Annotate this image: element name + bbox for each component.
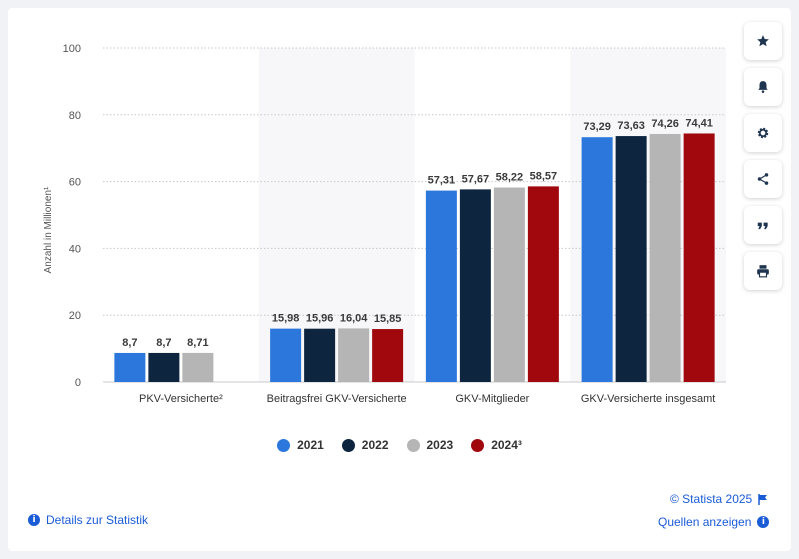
legend-swatch <box>406 438 420 452</box>
quote-icon <box>757 222 768 230</box>
bar <box>338 328 370 382</box>
legend-label: 2021 <box>297 438 324 452</box>
data-label: 8,7 <box>156 337 171 349</box>
bar <box>425 190 457 382</box>
bar <box>304 328 336 382</box>
legend-swatch <box>471 438 485 452</box>
legend-item[interactable]: 2023 <box>406 438 454 452</box>
x-tick-label: GKV-Mitglieder <box>455 393 529 405</box>
favorite-button[interactable] <box>744 22 782 60</box>
sources-link[interactable]: Quellen anzeigen i <box>658 515 770 529</box>
data-label: 15,96 <box>306 313 334 325</box>
sources-text: Quellen anzeigen <box>658 515 752 529</box>
flag-icon <box>758 493 768 505</box>
info-icon: i <box>757 516 770 528</box>
chart-card: 0 20 40 60 80 100 Anzahl in Millionen¹ 8,7 8,7 8,… <box>8 8 791 551</box>
bar <box>527 186 559 382</box>
legend-swatch <box>277 438 291 452</box>
cite-button[interactable] <box>744 206 782 244</box>
data-label: 58,57 <box>530 170 558 182</box>
y-tick-label: 80 <box>69 110 81 122</box>
bar <box>683 133 715 382</box>
data-label: 74,26 <box>651 118 679 130</box>
notification-button[interactable] <box>744 68 782 106</box>
bell-icon <box>758 81 768 93</box>
bar <box>114 352 146 382</box>
star-icon <box>757 35 769 47</box>
x-tick-label: Beitragsfrei GKV-Versicherte <box>267 393 407 405</box>
bar <box>615 136 647 382</box>
data-label: 73,63 <box>617 120 645 132</box>
legend-item[interactable]: 2024³ <box>471 438 522 452</box>
share-button[interactable] <box>744 160 782 198</box>
data-label: 73,29 <box>583 121 611 133</box>
legend-item[interactable]: 2022 <box>341 438 389 452</box>
x-tick-label: PKV-Versicherte² <box>139 393 223 405</box>
y-tick-label: 0 <box>75 377 81 389</box>
info-icon: i <box>28 514 40 526</box>
data-label: 16,04 <box>340 312 368 324</box>
data-label: 15,85 <box>374 313 402 325</box>
bar <box>372 329 404 382</box>
bar <box>182 352 214 382</box>
data-label: 15,98 <box>272 313 300 325</box>
gear-icon <box>757 127 769 139</box>
legend-label: 2023 <box>426 438 454 452</box>
details-link[interactable]: i Details zur Statistik <box>28 513 148 527</box>
y-tick-label: 60 <box>69 177 81 189</box>
legend-label: 2024³ <box>491 438 522 452</box>
bar <box>270 328 302 382</box>
legend-item[interactable]: 2021 <box>277 438 324 452</box>
settings-button[interactable] <box>744 114 782 152</box>
data-label: 57,31 <box>428 175 456 187</box>
bar <box>148 352 180 382</box>
print-icon <box>757 265 769 278</box>
y-tick-label: 20 <box>69 310 81 322</box>
data-label: 74,41 <box>685 117 713 129</box>
bar <box>459 189 491 382</box>
data-label: 57,67 <box>462 173 490 185</box>
y-axis-label: Anzahl in Millionen¹ <box>43 186 54 273</box>
y-tick-label: 40 <box>69 243 81 255</box>
data-label: 8,7 <box>122 337 137 349</box>
bar <box>581 137 613 382</box>
data-label: 8,71 <box>187 337 208 349</box>
x-tick-label: GKV-Versicherte insgesamt <box>581 393 716 405</box>
legend-label: 2022 <box>361 438 389 452</box>
bar-chart: 0 20 40 60 80 100 Anzahl in Millionen¹ 8,7 8,7 8,… <box>43 43 726 405</box>
y-tick-label: 100 <box>63 43 81 55</box>
data-label: 58,22 <box>496 172 524 184</box>
group-band <box>258 48 415 382</box>
share-icon <box>757 173 769 185</box>
copyright-text: © Statista 2025 <box>670 492 753 506</box>
copyright-link[interactable]: © Statista 2025 <box>670 492 768 506</box>
legend-swatch <box>341 438 355 452</box>
details-text: Details zur Statistik <box>46 513 149 527</box>
bar <box>649 133 681 382</box>
bar <box>493 187 525 382</box>
legend: 2021 2022 2023 2024³ <box>8 438 791 452</box>
print-button[interactable] <box>744 252 782 290</box>
